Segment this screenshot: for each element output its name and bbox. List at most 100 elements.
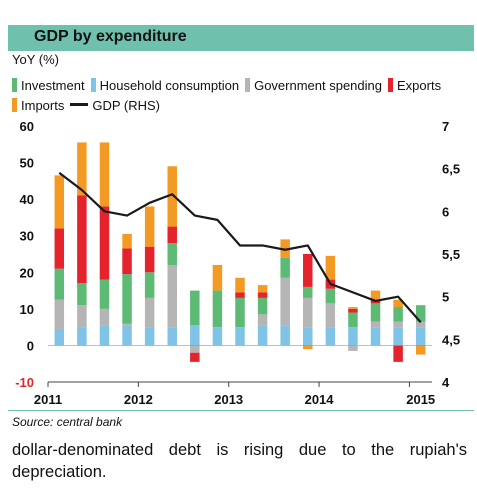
bar-segment-government-spending xyxy=(77,305,87,328)
bar-segment-exports xyxy=(303,254,313,287)
bar-segment-imports xyxy=(54,175,65,229)
bar-segment-exports xyxy=(393,345,403,362)
bar-segment-exports xyxy=(99,206,110,280)
bar-segment-exports xyxy=(54,228,65,269)
bar-segment-imports xyxy=(303,345,313,350)
bar-segment-investment xyxy=(144,272,155,298)
bar-segment-government-spending xyxy=(393,321,403,328)
legend-label: Exports xyxy=(397,78,442,93)
legend-label: Government spending xyxy=(254,78,382,93)
legend-label: Investment xyxy=(21,78,85,93)
bar-segment-investment xyxy=(280,257,290,278)
bar-segment-government-spending xyxy=(144,297,155,328)
bar-segment-government-spending xyxy=(370,321,381,328)
bar-segment-government-spending xyxy=(190,345,200,353)
bar-segment-imports xyxy=(99,142,110,207)
right-axis-tick-label: 4 xyxy=(442,375,450,390)
bar-segment-imports xyxy=(280,239,290,258)
x-axis-tick-label: 2015 xyxy=(406,392,435,407)
bar-segment-imports xyxy=(370,290,381,300)
bar-segment-exports xyxy=(122,248,132,275)
bar-segment-household-consumption xyxy=(167,327,177,346)
legend-label: GDP (RHS) xyxy=(92,98,160,113)
legend: Investment Household consumption Governmen… xyxy=(12,76,472,116)
bar-segment-household-consumption xyxy=(415,327,426,346)
bar-segment-household-consumption xyxy=(393,327,403,346)
bar-segment-investment xyxy=(54,268,65,300)
bar-segment-exports xyxy=(167,226,177,244)
left-axis-tick-label: -10 xyxy=(15,375,34,390)
left-axis-tick-label: 60 xyxy=(20,119,34,134)
right-axis-tick-label: 4,5 xyxy=(442,332,460,347)
bar-segment-investment xyxy=(212,290,223,328)
right-axis-tick-label: 6 xyxy=(442,204,449,219)
bar-segment-household-consumption xyxy=(348,327,358,346)
bar-segment-investment xyxy=(167,243,177,265)
bar-segment-household-consumption xyxy=(99,325,110,346)
legend-swatch xyxy=(90,78,96,92)
bar-segment-imports xyxy=(144,206,155,247)
left-axis-tick-label: 50 xyxy=(20,156,34,171)
bar-segment-investment xyxy=(393,307,403,322)
legend-swatch xyxy=(12,98,17,112)
legend-item-exports: Exports xyxy=(388,76,441,96)
left-axis-tick-label: 40 xyxy=(20,192,34,207)
bar-segment-imports xyxy=(325,255,336,280)
bar-segment-investment xyxy=(348,312,358,328)
right-axis-tick-label: 5 xyxy=(442,290,449,305)
y-axis-unit-label: YoY (%) xyxy=(12,52,59,67)
bar-segment-household-consumption xyxy=(257,325,268,346)
legend-swatch xyxy=(388,78,393,92)
bar-segment-household-consumption xyxy=(212,327,223,346)
x-axis-tick-label: 2013 xyxy=(214,392,243,407)
bar-segment-imports xyxy=(122,233,132,249)
legend-item-gdp-rhs: GDP (RHS) xyxy=(70,96,160,116)
bar-segment-imports xyxy=(212,264,223,291)
bar-segment-investment xyxy=(122,274,132,324)
legend-item-household-consumption: Household consumption xyxy=(90,76,240,96)
bar-segment-exports xyxy=(257,292,268,298)
bar-segment-imports xyxy=(348,307,358,309)
legend-item-investment: Investment xyxy=(12,76,85,96)
right-axis-tick-label: 7 xyxy=(442,119,449,134)
bar-segment-household-consumption xyxy=(77,327,87,346)
bar-segment-investment xyxy=(325,288,336,304)
bar-segment-household-consumption xyxy=(325,327,336,346)
legend-item-imports: Imports xyxy=(12,96,64,116)
chart-svg: 60 50 40 30 20 10 0 -10 7 6,5 6 5,5 5 4,5 4 2011 2012 201… xyxy=(15,119,460,407)
bar-segment-government-spending xyxy=(257,314,268,326)
bar-segment-imports xyxy=(415,345,426,355)
divider xyxy=(8,410,474,411)
bar-segment-investment xyxy=(370,303,381,322)
bar-segment-household-consumption xyxy=(122,325,132,346)
x-axis-tick-label: 2012 xyxy=(124,392,153,407)
right-axis-tick-label: 6,5 xyxy=(442,162,460,177)
bar-segment-imports xyxy=(393,299,403,308)
bar-segment-investment xyxy=(99,279,110,309)
legend-label: Household consumption xyxy=(99,78,240,93)
bar-segment-government-spending xyxy=(280,277,290,326)
bar-segment-investment xyxy=(257,297,268,315)
legend-item-government-spending: Government spending xyxy=(245,76,382,96)
body-paragraph: dollar-denominated debt is rising due to… xyxy=(12,441,467,481)
bar-segment-household-consumption xyxy=(190,325,200,346)
bar-segment-exports xyxy=(144,246,155,273)
bar-segment-exports xyxy=(77,195,87,284)
bar-segment-exports xyxy=(235,292,245,298)
bar-segment-household-consumption xyxy=(370,327,381,346)
bar-segment-government-spending xyxy=(348,345,358,351)
bar-segment-household-consumption xyxy=(235,327,245,346)
bar-segment-household-consumption xyxy=(54,328,65,346)
bar-segment-exports xyxy=(190,352,200,362)
legend-swatch xyxy=(70,103,89,106)
bar-segment-imports xyxy=(77,142,87,196)
bar-segment-investment xyxy=(415,305,426,322)
x-axis-tick-label: 2011 xyxy=(34,392,62,407)
bar-segment-government-spending xyxy=(122,323,132,326)
bar-segment-government-spending xyxy=(415,321,426,328)
title-bar xyxy=(8,25,474,51)
bar-segment-government-spending xyxy=(54,299,65,329)
bar-segment-government-spending xyxy=(99,308,110,326)
bar-segment-imports xyxy=(257,285,268,293)
bar-segment-household-consumption xyxy=(303,327,313,346)
